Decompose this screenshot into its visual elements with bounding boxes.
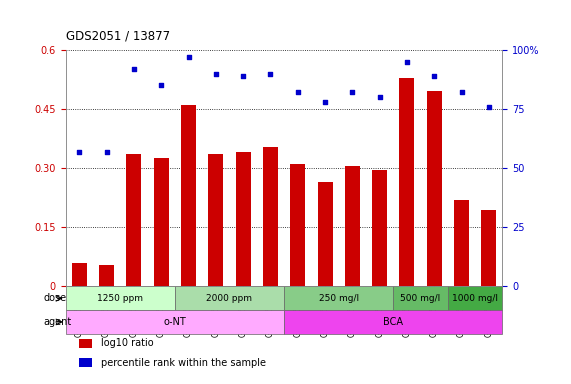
Bar (284, 310, 502, 334)
Bar (72, 263, 87, 286)
Text: 250 mg/l: 250 mg/l (319, 294, 359, 303)
Text: o-NT: o-NT (163, 317, 186, 327)
Bar (427, 91, 442, 286)
Bar (79, 358, 92, 367)
Bar (208, 154, 223, 286)
Bar (393, 286, 448, 310)
Text: 500 mg/l: 500 mg/l (400, 294, 441, 303)
Bar (400, 78, 415, 286)
Bar (284, 286, 393, 310)
Bar (372, 170, 387, 286)
Point (457, 89, 466, 96)
Text: BCA: BCA (383, 317, 403, 327)
Bar (66, 286, 175, 310)
Point (348, 89, 357, 96)
Bar (236, 152, 251, 286)
Bar (263, 147, 278, 286)
Point (130, 66, 139, 72)
Text: GDS2051 / 13877: GDS2051 / 13877 (66, 29, 170, 42)
Point (429, 73, 439, 79)
Bar (317, 182, 332, 286)
Point (484, 104, 493, 110)
Point (102, 149, 111, 155)
Bar (481, 210, 496, 286)
Text: dose: dose (44, 293, 67, 303)
Text: log10 ratio: log10 ratio (100, 338, 153, 348)
Point (184, 54, 193, 60)
Point (75, 149, 84, 155)
Point (239, 73, 248, 79)
Point (320, 99, 329, 105)
Point (293, 89, 302, 96)
Bar (154, 158, 168, 286)
Bar (290, 164, 305, 286)
Bar (448, 286, 502, 310)
Point (266, 71, 275, 77)
Text: 1000 mg/l: 1000 mg/l (452, 294, 498, 303)
Bar (66, 310, 284, 334)
Bar (79, 339, 92, 348)
Point (375, 94, 384, 100)
Bar (126, 154, 142, 286)
Text: 1250 ppm: 1250 ppm (97, 294, 143, 303)
Text: agent: agent (44, 317, 72, 327)
Bar (175, 286, 284, 310)
Text: 2000 ppm: 2000 ppm (207, 294, 252, 303)
Bar (454, 200, 469, 286)
Text: percentile rank within the sample: percentile rank within the sample (100, 358, 266, 368)
Point (211, 71, 220, 77)
Point (403, 59, 412, 65)
Bar (181, 105, 196, 286)
Point (156, 82, 166, 88)
Bar (99, 265, 114, 286)
Bar (345, 166, 360, 286)
